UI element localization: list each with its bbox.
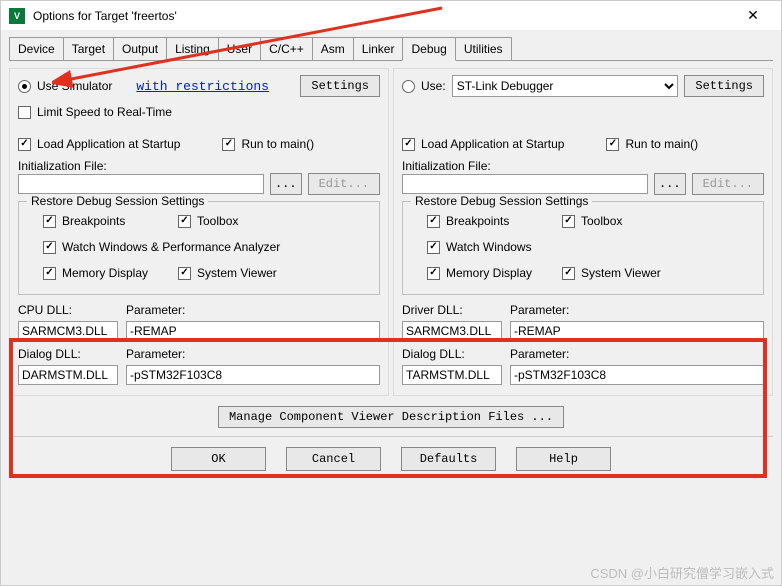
- dlg-dll-input-r[interactable]: [402, 365, 502, 385]
- toolbox-label-l: Toolbox: [197, 214, 238, 228]
- sysview-check-l[interactable]: [178, 267, 191, 280]
- dlg-dll-label-r: Dialog DLL:: [402, 347, 502, 361]
- init-browse-r[interactable]: ...: [654, 173, 686, 195]
- init-file-label-l: Initialization File:: [18, 159, 380, 173]
- title-bar: V Options for Target 'freertos' ✕: [1, 1, 781, 31]
- bp-label-l: Breakpoints: [62, 214, 172, 228]
- defaults-button[interactable]: Defaults: [401, 447, 496, 471]
- dlg-param-label-r: Parameter:: [510, 347, 764, 361]
- toolbox-check-r[interactable]: [562, 215, 575, 228]
- watch-check-r[interactable]: [427, 241, 440, 254]
- mem-label-l: Memory Display: [62, 266, 172, 280]
- simulator-panel: Use Simulator with restrictions Settings…: [9, 68, 389, 396]
- mem-label-r: Memory Display: [446, 266, 556, 280]
- run-main-check-l[interactable]: [222, 138, 235, 151]
- load-app-check-r[interactable]: [402, 138, 415, 151]
- load-app-label-l: Load Application at Startup: [37, 137, 180, 151]
- use-simulator-radio[interactable]: [18, 80, 31, 93]
- mem-check-l[interactable]: [43, 267, 56, 280]
- tab-utilities[interactable]: Utilities: [455, 37, 512, 61]
- tab-strip: Device Target Output Listing User C/C++ …: [1, 31, 781, 61]
- bp-check-l[interactable]: [43, 215, 56, 228]
- bp-check-r[interactable]: [427, 215, 440, 228]
- tab-asm[interactable]: Asm: [312, 37, 354, 61]
- run-main-label-l: Run to main(): [241, 137, 314, 151]
- restore-title-r: Restore Debug Session Settings: [411, 194, 592, 208]
- mem-check-r[interactable]: [427, 267, 440, 280]
- dbg-settings-button[interactable]: Settings: [684, 75, 764, 97]
- dlg-param-input-l[interactable]: [126, 365, 380, 385]
- tab-listing[interactable]: Listing: [166, 37, 219, 61]
- limit-speed-label: Limit Speed to Real-Time: [37, 105, 172, 119]
- sysview-label-l: System Viewer: [197, 266, 277, 280]
- toolbox-label-r: Toolbox: [581, 214, 622, 228]
- watch-label-r: Watch Windows: [446, 240, 532, 254]
- init-file-input-l[interactable]: [18, 174, 264, 194]
- dialog-body: Use Simulator with restrictions Settings…: [1, 62, 781, 402]
- cpu-dll-label: CPU DLL:: [18, 303, 118, 317]
- load-app-label-r: Load Application at Startup: [421, 137, 564, 151]
- drv-param-label: Parameter:: [510, 303, 764, 317]
- sim-settings-button[interactable]: Settings: [300, 75, 380, 97]
- use-debugger-radio[interactable]: [402, 80, 415, 93]
- dlg-param-label-l: Parameter:: [126, 347, 380, 361]
- cpu-param-label: Parameter:: [126, 303, 380, 317]
- cancel-button[interactable]: Cancel: [286, 447, 381, 471]
- manage-component-button[interactable]: Manage Component Viewer Description File…: [218, 406, 564, 428]
- drv-dll-label: Driver DLL:: [402, 303, 502, 317]
- dialog-footer: OK Cancel Defaults Help: [1, 437, 781, 475]
- watch-check-l[interactable]: [43, 241, 56, 254]
- tab-debug[interactable]: Debug: [402, 37, 455, 61]
- run-main-label-r: Run to main(): [625, 137, 698, 151]
- run-main-check-r[interactable]: [606, 138, 619, 151]
- init-edit-l[interactable]: Edit...: [308, 173, 380, 195]
- init-file-input-r[interactable]: [402, 174, 648, 194]
- dlg-param-input-r[interactable]: [510, 365, 764, 385]
- tab-user[interactable]: User: [218, 37, 261, 61]
- bp-label-r: Breakpoints: [446, 214, 556, 228]
- restore-group-r: Restore Debug Session Settings Breakpoin…: [402, 201, 764, 295]
- options-dialog: V Options for Target 'freertos' ✕ Device…: [0, 0, 782, 586]
- window-title: Options for Target 'freertos': [33, 9, 733, 23]
- dll-section-l: CPU DLL: Parameter: Dialog DLL: Paramete…: [18, 303, 380, 385]
- load-app-check-l[interactable]: [18, 138, 31, 151]
- dll-section-r: Driver DLL: Parameter: Dialog DLL: Param…: [402, 303, 764, 385]
- help-button[interactable]: Help: [516, 447, 611, 471]
- sysview-check-r[interactable]: [562, 267, 575, 280]
- watch-label-l: Watch Windows & Performance Analyzer: [62, 240, 280, 254]
- tab-linker[interactable]: Linker: [353, 37, 404, 61]
- limit-speed-check[interactable]: [18, 106, 31, 119]
- init-browse-l[interactable]: ...: [270, 173, 302, 195]
- app-icon: V: [9, 8, 25, 24]
- cpu-dll-input[interactable]: [18, 321, 118, 341]
- close-button[interactable]: ✕: [733, 7, 773, 24]
- debugger-select[interactable]: ST-Link Debugger: [452, 75, 679, 97]
- watermark: CSDN @小白研究僧学习嵌入式: [590, 563, 774, 582]
- ok-button[interactable]: OK: [171, 447, 266, 471]
- sysview-label-r: System Viewer: [581, 266, 661, 280]
- use-label: Use:: [421, 79, 446, 93]
- init-file-label-r: Initialization File:: [402, 159, 764, 173]
- tab-device[interactable]: Device: [9, 37, 64, 61]
- drv-param-input[interactable]: [510, 321, 764, 341]
- cpu-param-input[interactable]: [126, 321, 380, 341]
- use-simulator-label: Use Simulator: [37, 79, 112, 93]
- init-edit-r[interactable]: Edit...: [692, 173, 764, 195]
- restore-group-l: Restore Debug Session Settings Breakpoin…: [18, 201, 380, 295]
- restore-title-l: Restore Debug Session Settings: [27, 194, 208, 208]
- tab-cpp[interactable]: C/C++: [260, 37, 313, 61]
- dlg-dll-input-l[interactable]: [18, 365, 118, 385]
- toolbox-check-l[interactable]: [178, 215, 191, 228]
- drv-dll-input[interactable]: [402, 321, 502, 341]
- dlg-dll-label-l: Dialog DLL:: [18, 347, 118, 361]
- tab-output[interactable]: Output: [113, 37, 167, 61]
- restrictions-link[interactable]: with restrictions: [136, 79, 269, 94]
- debugger-panel: Use: ST-Link Debugger Settings Load Appl…: [393, 68, 773, 396]
- tab-target[interactable]: Target: [63, 37, 114, 61]
